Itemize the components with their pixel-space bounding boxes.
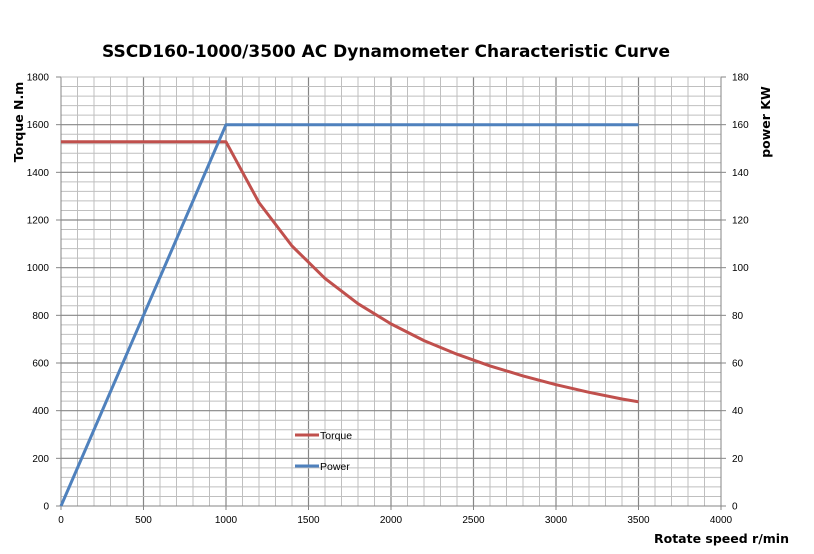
y-tick-label: 400 [32,406,49,417]
series [59,123,639,507]
y2-tick-label: 140 [732,168,749,179]
x-tick-label: 1000 [215,515,238,526]
x-tick-label: 3500 [627,515,650,526]
y2-tick-label: 100 [732,263,749,274]
y-tick-label: 0 [43,502,49,513]
y-tick-label: 1600 [27,120,50,131]
y2-tick-label: 0 [732,502,738,513]
y2-tick-label: 120 [732,216,749,227]
y-tick-label: 800 [32,311,49,322]
y2-tick-label: 160 [732,120,749,131]
grid [61,77,721,506]
y-tick-label: 1200 [27,216,50,227]
y-tick-label: 600 [32,359,49,370]
y-tick-label: 200 [32,454,49,465]
axes: 0 500 1000 1500 2000 2500 3000 3500 400002004006… [27,73,749,527]
y2-tick-label: 40 [732,406,744,417]
y2-tick-label: 60 [732,359,744,370]
series-line-torque [61,140,639,404]
y2-tick-label: 180 [732,73,749,84]
x-axis-label: Rotate speed r/min [654,531,789,546]
y-tick-label: 1800 [27,73,50,84]
legend-label-power: Power [320,461,350,473]
x-tick-label: 2500 [462,515,485,526]
x-tick-label: 4000 [710,515,733,526]
y-tick-label: 1000 [27,263,50,274]
y-tick-label: 1400 [27,168,50,179]
x-tick-label: 2000 [380,515,403,526]
y2-axis-label: power KW [758,86,773,158]
legend: Torque Power [295,430,352,473]
x-tick-label: 0 [58,515,64,526]
x-tick-label: 3000 [545,515,568,526]
legend-label-torque: Torque [320,430,352,442]
series-line-power [59,123,639,507]
chart-title: SSCD160-1000/3500 AC Dynamometer Charact… [102,42,670,62]
x-tick-label: 500 [135,515,152,526]
x-tick-label: 1500 [297,515,320,526]
y-axis-label: Torque N.m [11,82,26,163]
y2-tick-label: 80 [732,311,744,322]
y2-tick-label: 20 [732,454,744,465]
